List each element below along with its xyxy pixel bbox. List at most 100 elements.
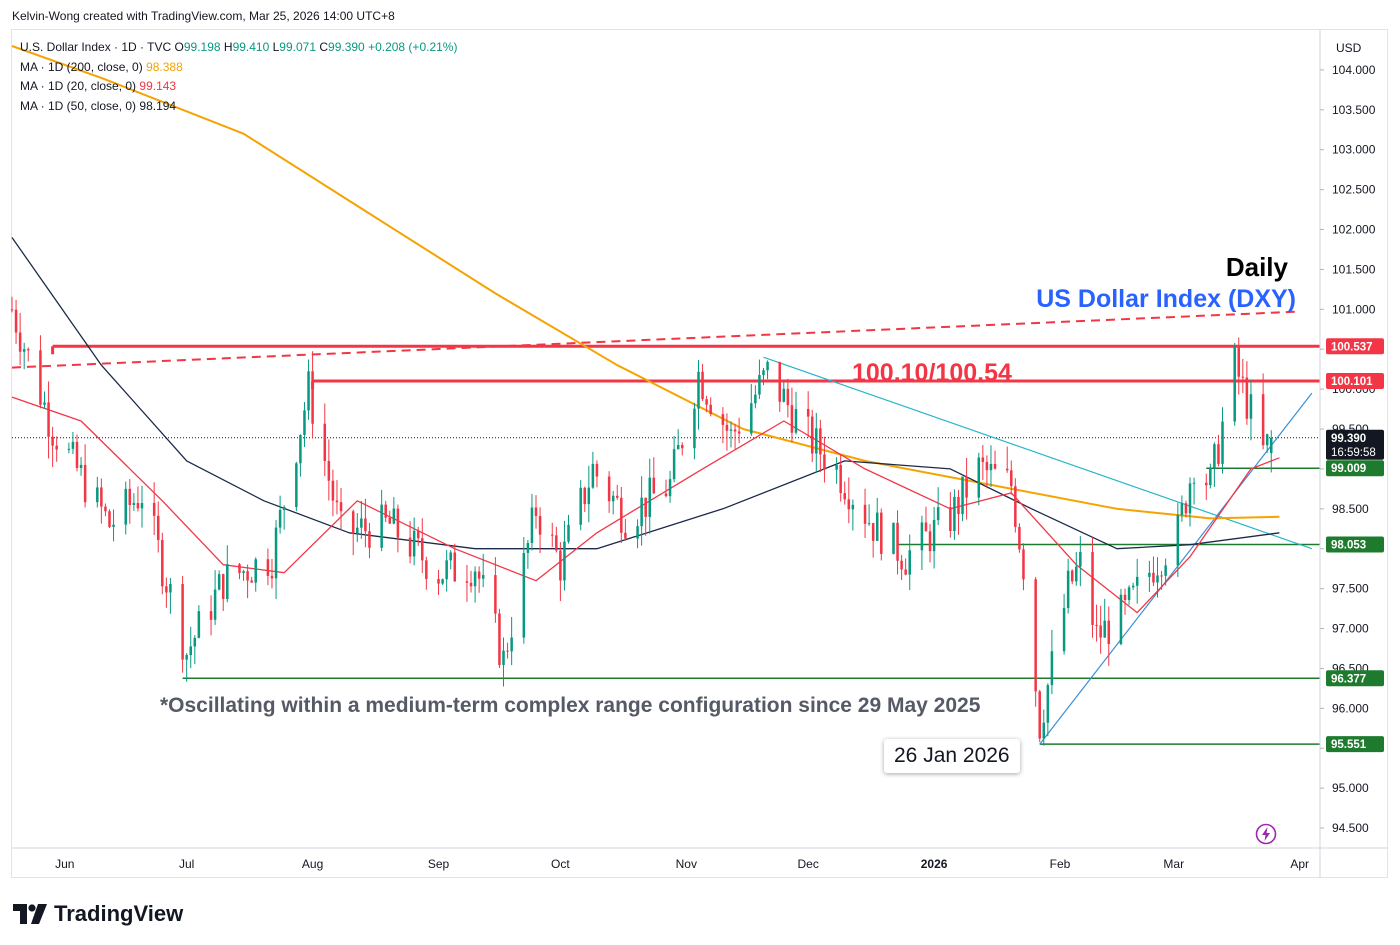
candle (238, 562, 241, 580)
candle-body (152, 502, 156, 516)
candle (152, 482, 156, 536)
candle-body (445, 560, 448, 580)
price-chart[interactable]: 94.50095.00095.50096.00096.50097.00097.5… (0, 0, 1400, 880)
candle (615, 484, 619, 500)
candle-body (140, 502, 144, 509)
candle (530, 493, 534, 551)
candle-body (339, 502, 343, 512)
candle (875, 497, 879, 542)
candle (928, 524, 932, 563)
candle (510, 616, 513, 666)
candle (680, 442, 684, 456)
candle (477, 566, 481, 593)
time-tick-label: Mar (1163, 857, 1184, 871)
candle (936, 487, 940, 526)
chart-frame (11, 29, 1388, 878)
candle-body (1018, 526, 1021, 550)
candle (1237, 337, 1241, 395)
candle-body (1269, 437, 1273, 454)
candle (1107, 606, 1111, 666)
candle (794, 391, 798, 435)
candle (506, 642, 509, 659)
candle (335, 480, 339, 515)
candle-body (611, 495, 615, 502)
candle (408, 521, 412, 564)
legend-ma50-row[interactable]: MA · 1D (50, close, 0) 98.194 (20, 97, 457, 117)
candle (1050, 629, 1054, 695)
candle-body (839, 464, 842, 494)
candle-body (880, 512, 883, 554)
candle (1103, 598, 1106, 638)
candle (1066, 558, 1070, 614)
candle-body (510, 637, 513, 652)
candle-body (924, 522, 928, 532)
candle-body (392, 508, 396, 524)
uptrend-trendline (1039, 392, 1313, 745)
candle-body (132, 503, 136, 506)
symbol-name[interactable]: U.S. Dollar Index · 1D · TVC (20, 40, 172, 54)
candle-body (384, 504, 387, 518)
candle-body (555, 535, 558, 551)
price-tick-label: 97.000 (1332, 622, 1369, 636)
candle-body (551, 534, 554, 536)
axes: 94.50095.00095.50096.00096.50097.00097.5… (12, 30, 1388, 878)
candles (10, 296, 1273, 746)
candle-body (729, 429, 733, 431)
lightning-icon[interactable] (1255, 823, 1277, 845)
candle (1176, 502, 1180, 577)
candle (254, 557, 257, 592)
candle-body (904, 569, 907, 575)
time-tick-label: Nov (676, 857, 697, 871)
candle-body (100, 487, 103, 507)
candle (421, 518, 424, 574)
candle (1046, 683, 1050, 737)
candle-body (502, 650, 505, 665)
candle (47, 381, 50, 459)
candle-body (705, 399, 708, 405)
time-tick-label: Apr (1290, 857, 1309, 871)
price-tick-label: 103.500 (1332, 103, 1376, 117)
tradingview-logo[interactable]: TradingView (13, 901, 183, 927)
candle (26, 347, 30, 362)
legend-ma20-row[interactable]: MA · 1D (20, close, 0) 99.143 (20, 77, 457, 97)
time-tick-label: Jul (179, 857, 194, 871)
candle-body (1091, 552, 1094, 625)
candle (1119, 588, 1123, 646)
candle (985, 455, 989, 489)
legend-ma200-row[interactable]: MA · 1D (200, close, 0) 98.388 (20, 58, 457, 78)
candle (43, 391, 46, 409)
candle-body (295, 463, 298, 508)
candle-body (530, 507, 534, 543)
candle-body (39, 350, 42, 405)
candle-body (1152, 572, 1155, 583)
candle-body (43, 402, 46, 405)
price-tag-bg (1326, 736, 1384, 753)
candle (965, 458, 968, 520)
candle (197, 605, 201, 639)
candle (1152, 556, 1155, 587)
candle (900, 555, 903, 581)
ma50-value: 98.194 (139, 98, 177, 113)
candle-body (871, 523, 875, 541)
price-tag-bg (1326, 536, 1384, 553)
candle (266, 548, 270, 586)
candle (498, 608, 501, 668)
candle (339, 488, 343, 530)
candle-body (226, 564, 229, 600)
candle (733, 423, 737, 449)
price-tag-bg (1326, 429, 1384, 460)
candle (697, 359, 700, 430)
candle-body (96, 487, 99, 503)
candle (693, 402, 696, 460)
candle-body (587, 487, 591, 505)
candle-body (266, 559, 270, 576)
candle-body (725, 424, 729, 431)
candle-body (1014, 486, 1017, 527)
candle-body (75, 441, 79, 469)
candle (1209, 463, 1212, 489)
candle-body (766, 361, 769, 371)
candle (672, 435, 676, 483)
candle (169, 578, 172, 614)
candle-body (1127, 587, 1131, 601)
candle-body (1079, 552, 1082, 567)
